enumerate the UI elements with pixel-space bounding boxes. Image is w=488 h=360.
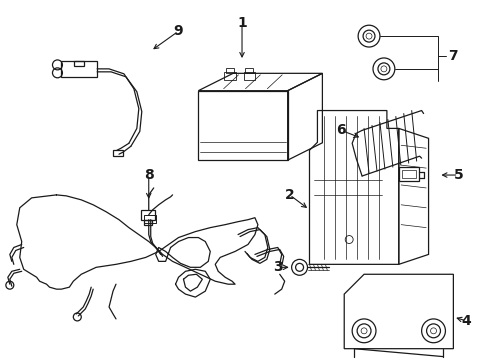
Text: 9: 9 — [173, 24, 183, 38]
Text: 7: 7 — [447, 49, 457, 63]
Bar — [61, 61, 97, 77]
Bar — [223, 72, 235, 80]
Bar — [141, 210, 154, 220]
Bar — [143, 220, 151, 225]
Text: 8: 8 — [143, 168, 153, 182]
Bar — [143, 215, 155, 223]
Text: 2: 2 — [284, 188, 294, 202]
Text: 5: 5 — [452, 168, 462, 182]
Bar — [398, 167, 418, 181]
Bar — [113, 150, 122, 156]
Text: 6: 6 — [336, 123, 346, 138]
Bar — [243, 72, 255, 80]
Text: 4: 4 — [461, 314, 470, 328]
Text: 3: 3 — [272, 260, 282, 274]
Bar — [225, 68, 233, 73]
Bar — [74, 61, 84, 66]
Bar — [401, 170, 415, 178]
Text: 1: 1 — [237, 16, 246, 30]
Bar — [245, 68, 253, 73]
